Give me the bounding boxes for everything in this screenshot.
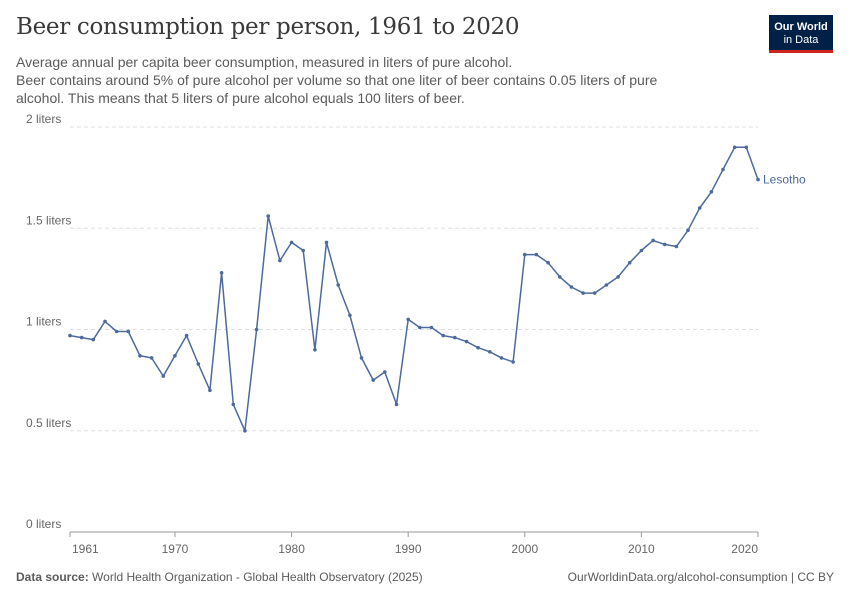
data-point <box>581 291 585 295</box>
data-point <box>453 335 457 340</box>
series-lesotho[interactable] <box>68 145 760 433</box>
data-point <box>231 402 236 407</box>
data-point <box>254 327 259 332</box>
data-point <box>68 333 72 338</box>
x-tick-label: 1980 <box>278 542 305 556</box>
owid-logo[interactable]: Our World in Data <box>769 15 833 53</box>
x-tick-label: 2010 <box>628 542 655 556</box>
x-tick-label: 1990 <box>395 542 422 556</box>
data-point <box>499 356 504 360</box>
data-point <box>313 348 317 352</box>
data-point <box>488 350 492 354</box>
x-tick-label: 1970 <box>162 542 189 556</box>
series-line <box>69 146 759 432</box>
y-tick-label: 0.5 liters <box>26 416 71 430</box>
data-point <box>173 354 177 358</box>
data-point <box>429 325 434 330</box>
data-point <box>208 388 212 393</box>
data-point <box>592 291 597 295</box>
data-point <box>639 248 644 253</box>
data-point <box>161 374 166 378</box>
data-point <box>289 240 294 245</box>
data-source-text: World Health Organization - Global Healt… <box>92 570 423 584</box>
data-point <box>686 228 690 233</box>
data-point <box>558 275 562 279</box>
source-url-link[interactable]: OurWorldinData.org/alcohol-consumption <box>567 570 788 584</box>
axes: 0 liters 0.5 liters 1 liters 1.5 liters 2 li… <box>26 112 759 556</box>
data-point <box>114 329 119 334</box>
x-tick-label: 2020 <box>731 542 758 556</box>
x-tick-label: 2000 <box>511 542 538 556</box>
data-point <box>744 145 749 150</box>
x-tick-label: 1961 <box>72 542 99 556</box>
data-point <box>523 252 527 257</box>
data-point <box>371 378 376 382</box>
subtitle-line: alcohol. This means that 5 liters of pur… <box>16 90 465 106</box>
chart-title: Beer consumption per person, 1961 to 202… <box>16 14 520 40</box>
y-tick-label: 2 liters <box>26 112 61 126</box>
data-point <box>138 354 142 358</box>
data-point <box>406 317 411 322</box>
data-point <box>662 242 667 247</box>
data-point <box>91 337 96 342</box>
data-point <box>616 275 620 279</box>
data-point <box>674 244 679 249</box>
logo-line: in Data <box>783 34 819 46</box>
data-point <box>546 260 550 265</box>
data-point <box>149 356 154 360</box>
grid-lines <box>70 126 758 432</box>
footer-link: OurWorldinData.org/alcohol-consumption |… <box>568 570 834 584</box>
data-point <box>721 167 725 172</box>
data-point <box>266 214 271 218</box>
data-point <box>476 345 480 350</box>
data-point <box>184 333 189 338</box>
license-text: | CC BY <box>790 570 834 584</box>
data-point <box>278 258 282 263</box>
data-point <box>359 356 364 360</box>
data-point <box>348 313 352 318</box>
data-point <box>569 285 574 289</box>
data-point <box>534 252 539 257</box>
subtitle-line: Average annual per capita beer consumpti… <box>16 54 513 70</box>
data-point <box>383 370 387 374</box>
data-source: Data source: World Health Organization -… <box>16 570 423 584</box>
chart-subtitle: Average annual per capita beer consumpti… <box>16 53 716 107</box>
data-point <box>301 248 306 253</box>
data-point <box>627 260 632 265</box>
series-label: Lesotho <box>763 173 806 187</box>
data-point <box>324 240 329 245</box>
data-point <box>441 333 446 338</box>
data-point <box>464 339 469 344</box>
series-labels: Lesotho <box>763 173 806 187</box>
data-point <box>418 325 422 330</box>
data-point <box>709 190 714 194</box>
data-point <box>219 271 224 275</box>
data-point <box>243 429 247 433</box>
data-point <box>394 402 399 407</box>
data-point <box>697 206 702 210</box>
data-point <box>756 177 760 182</box>
data-point <box>336 283 341 287</box>
y-tick-label: 1.5 liters <box>26 213 71 227</box>
data-point <box>79 335 84 340</box>
data-point <box>103 319 107 324</box>
data-point <box>511 360 515 364</box>
y-tick-label: 0 liters <box>26 517 61 531</box>
y-tick-label: 1 liters <box>26 315 61 329</box>
data-source-label: Data source: <box>16 570 89 584</box>
data-point <box>651 238 655 243</box>
data-point <box>196 362 201 366</box>
data-point <box>732 145 737 150</box>
data-point <box>604 283 609 287</box>
logo-line: Our World <box>774 21 828 33</box>
data-point <box>126 329 131 334</box>
subtitle-line: Beer contains around 5% of pure alcohol … <box>16 72 658 88</box>
